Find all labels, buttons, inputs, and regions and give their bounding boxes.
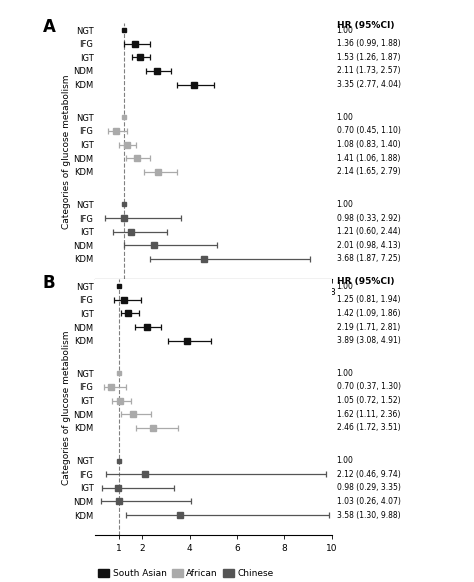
Text: 3.58 (1.30, 9.88): 3.58 (1.30, 9.88): [337, 510, 400, 520]
Text: 1.00: 1.00: [337, 26, 354, 34]
Text: 0.70 (0.45, 1.10): 0.70 (0.45, 1.10): [337, 126, 401, 136]
Text: 1.53 (1.26, 1.87): 1.53 (1.26, 1.87): [337, 53, 400, 62]
Text: 1.03 (0.26, 4.07): 1.03 (0.26, 4.07): [337, 497, 401, 506]
Text: 1.00: 1.00: [337, 282, 354, 290]
Text: 1.00: 1.00: [337, 200, 354, 209]
Text: 1.21 (0.60, 2.44): 1.21 (0.60, 2.44): [337, 227, 400, 236]
Text: 2.14 (1.65, 2.79): 2.14 (1.65, 2.79): [337, 167, 400, 176]
Text: 1.62 (1.11, 2.36): 1.62 (1.11, 2.36): [337, 410, 400, 418]
Text: 1.25 (0.81, 1.94): 1.25 (0.81, 1.94): [337, 295, 400, 304]
Y-axis label: Categories of glucose metabolism: Categories of glucose metabolism: [62, 74, 71, 229]
Text: 1.42 (1.09, 1.86): 1.42 (1.09, 1.86): [337, 309, 400, 318]
Text: 3.35 (2.77, 4.04): 3.35 (2.77, 4.04): [337, 80, 401, 89]
Text: 1.36 (0.99, 1.88): 1.36 (0.99, 1.88): [337, 39, 400, 48]
Text: 0.70 (0.37, 1.30): 0.70 (0.37, 1.30): [337, 382, 401, 392]
Text: 2.11 (1.73, 2.57): 2.11 (1.73, 2.57): [337, 66, 400, 76]
Y-axis label: Categories of glucose metabolism: Categories of glucose metabolism: [62, 330, 71, 485]
Text: B: B: [43, 274, 55, 292]
Text: 1.00: 1.00: [337, 113, 354, 122]
Text: 2.12 (0.46, 9.74): 2.12 (0.46, 9.74): [337, 470, 400, 478]
Text: 2.19 (1.71, 2.81): 2.19 (1.71, 2.81): [337, 322, 400, 332]
Text: 1.00: 1.00: [337, 369, 354, 378]
Text: 2.46 (1.72, 3.51): 2.46 (1.72, 3.51): [337, 423, 400, 432]
Text: 2.01 (0.98, 4.13): 2.01 (0.98, 4.13): [337, 241, 400, 250]
Text: 3.89 (3.08, 4.91): 3.89 (3.08, 4.91): [337, 336, 400, 345]
Legend: South Asian, African, Chinese: South Asian, African, Chinese: [95, 566, 278, 582]
Text: 1.00: 1.00: [337, 456, 354, 465]
Text: 1.41 (1.06, 1.88): 1.41 (1.06, 1.88): [337, 154, 400, 162]
Text: HR (95%CI): HR (95%CI): [337, 21, 394, 30]
Text: 0.98 (0.29, 3.35): 0.98 (0.29, 3.35): [337, 483, 401, 492]
Text: 3.68 (1.87, 7.25): 3.68 (1.87, 7.25): [337, 254, 400, 264]
Text: 1.08 (0.83, 1.40): 1.08 (0.83, 1.40): [337, 140, 400, 149]
Text: HR (95%CI): HR (95%CI): [337, 277, 394, 286]
Text: 1.05 (0.72, 1.52): 1.05 (0.72, 1.52): [337, 396, 400, 405]
Text: A: A: [43, 18, 55, 36]
Text: 0.98 (0.33, 2.92): 0.98 (0.33, 2.92): [337, 214, 400, 222]
